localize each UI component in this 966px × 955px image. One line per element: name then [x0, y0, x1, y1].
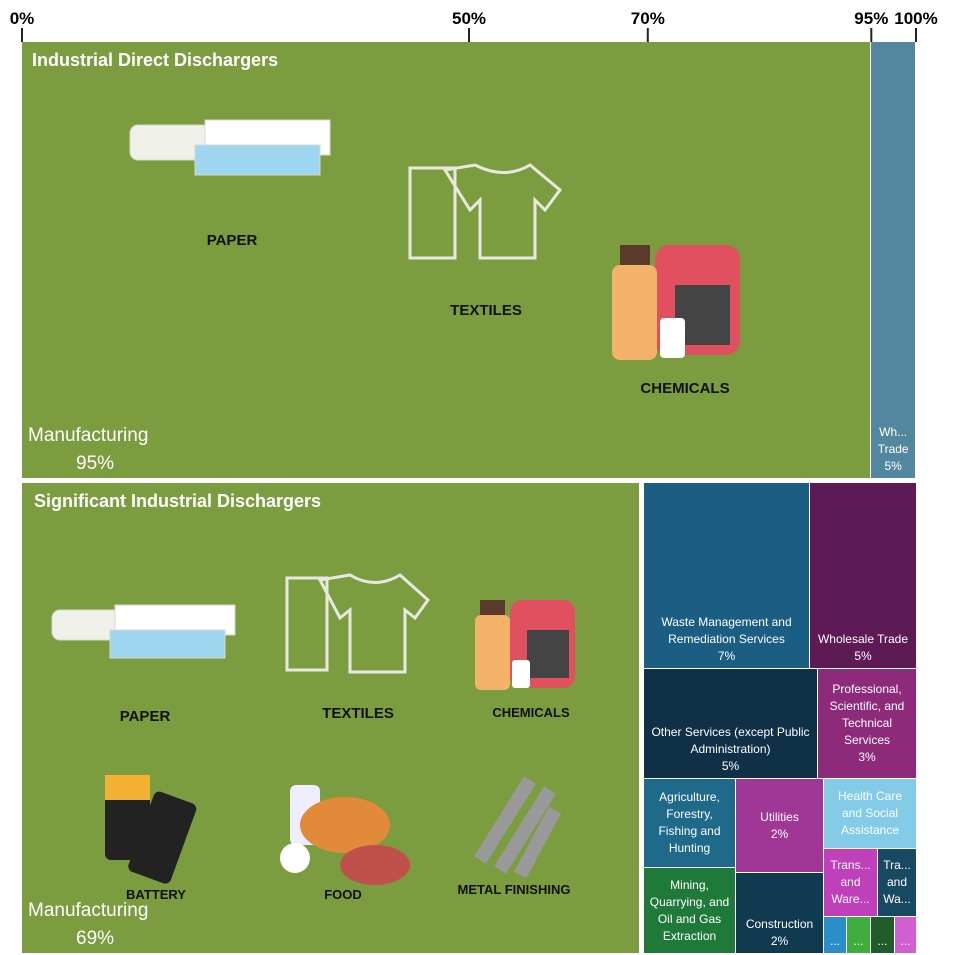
icon-label: PAPER — [120, 708, 171, 725]
x-tick-label: 0% — [10, 9, 35, 28]
x-tick-label: 50% — [452, 9, 486, 28]
icon-label: TEXTILES — [450, 302, 522, 319]
infographic: Manufacturing95%Wh... Trade5%Manufacturi… — [0, 0, 966, 955]
icon-label: CHEMICALS — [492, 705, 569, 720]
icon-label: PAPER — [207, 232, 258, 249]
icon-label: TEXTILES — [322, 705, 394, 722]
icon-label: FOOD — [324, 887, 362, 902]
x-tick-label: 100% — [894, 9, 937, 28]
panel-title: Significant Industrial Dischargers — [34, 491, 321, 512]
x-tick-label: 95% — [854, 9, 888, 28]
icon-label: BATTERY — [126, 887, 186, 902]
x-tick-label: 70% — [631, 9, 665, 28]
panel-title: Industrial Direct Dischargers — [32, 50, 278, 71]
icon-label: CHEMICALS — [640, 380, 729, 397]
axis: 0% 50% 70% 95% 100% — [0, 0, 966, 955]
icon-label: METAL FINISHING — [458, 882, 571, 897]
